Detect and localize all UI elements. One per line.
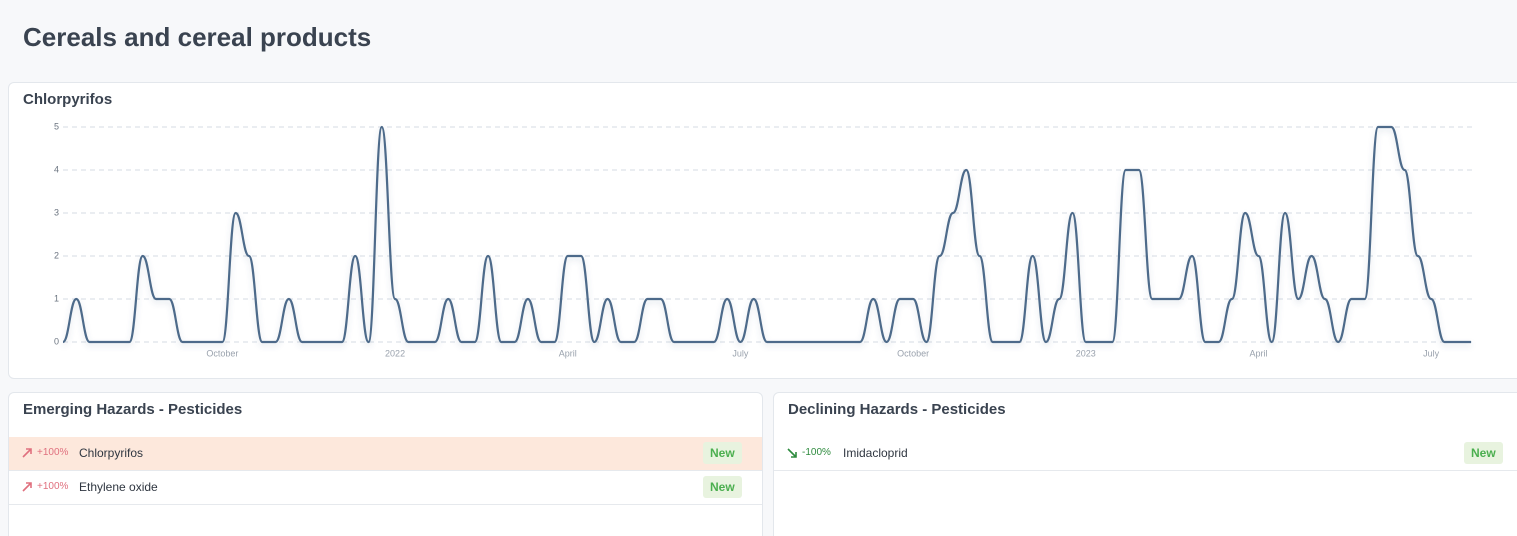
x-tick-label: October: [897, 348, 929, 358]
panel-title: Emerging Hazards - Pesticides: [23, 401, 243, 418]
change: +100%: [37, 481, 69, 492]
y-tick-label: 3: [54, 207, 59, 217]
hazard-name: Imidacloprid: [843, 446, 908, 460]
chart-card: Chlorpyrifos 0 1 2 3 4 5 October 2022 April July O…: [8, 82, 1517, 379]
change: +100%: [37, 447, 69, 458]
x-tick-label: 2023: [1076, 348, 1096, 358]
y-tick-label: 2: [54, 250, 59, 260]
chart-title: Chlorpyrifos: [23, 91, 112, 108]
x-tick-label: October: [206, 348, 238, 358]
y-tick-label: 4: [54, 164, 59, 174]
chart: Chlorpyrifos 0 1 2 3 4 5 October 2022 April July O…: [23, 91, 1475, 358]
hazard-name: Chlorpyrifos: [79, 446, 144, 460]
y-tick-label: 0: [54, 336, 59, 346]
badge: New: [1464, 442, 1503, 464]
change: -100%: [802, 447, 831, 458]
emerging-panel: Emerging Hazards - Pesticides +100% Chlo…: [8, 392, 763, 536]
up-arrow: [22, 448, 32, 458]
x-tick-label: April: [1249, 348, 1267, 358]
hazard-name: Ethylene oxide: [79, 480, 158, 494]
panel-title: Declining Hazards - Pesticides: [788, 401, 1006, 418]
badge: New: [703, 442, 742, 464]
x-tick-label: July: [732, 348, 749, 358]
down-arrow: [787, 448, 797, 458]
x-tick-label: 2022: [385, 348, 405, 358]
hazard-row[interactable]: -100% Imidacloprid New: [774, 437, 1517, 471]
series-line: [61, 125, 1471, 344]
hazard-row[interactable]: +100% Chlorpyrifos New: [9, 437, 762, 471]
hazard-row[interactable]: +100% Ethylene oxide New: [9, 471, 762, 505]
declining-panel: Declining Hazards - Pesticides -100% Imi…: [773, 392, 1517, 536]
y-tick-label: 1: [54, 293, 59, 303]
badge: New: [703, 476, 742, 498]
y-tick-label: 5: [54, 121, 59, 131]
x-tick-label: July: [1423, 348, 1440, 358]
page-title: Cereals and cereal products: [23, 22, 372, 52]
up-arrow: [22, 482, 32, 492]
x-tick-label: April: [559, 348, 577, 358]
